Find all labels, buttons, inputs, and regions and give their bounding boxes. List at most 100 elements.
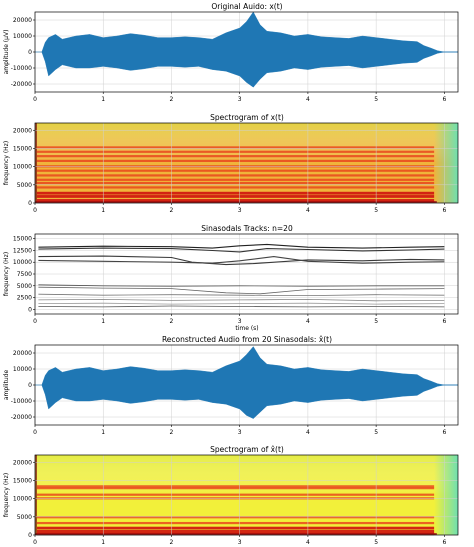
x-tick-label: 5 <box>374 429 378 436</box>
plot-frame <box>34 454 459 536</box>
x-axis-label: time (s) <box>235 325 258 332</box>
low-frequency-band <box>35 201 437 203</box>
chart-title: Reconstructed Audio from 20 Sinasodals: … <box>162 335 332 344</box>
harmonic-band <box>37 155 435 158</box>
waveform-envelope <box>35 346 458 419</box>
ticks: 0 1 2 3 4 5 6 0 5000 10000 15000 20000 <box>13 459 447 546</box>
ticks: 0 1 2 3 4 5 6 0 5000 10000 15000 20000 <box>13 127 447 214</box>
y-tick-label: 5000 <box>17 182 32 189</box>
harmonic-band <box>37 165 435 168</box>
harmonic-band <box>37 186 435 189</box>
x-tick-label: 0 <box>33 96 37 103</box>
x-tick-label: 1 <box>101 207 105 214</box>
x-tick-label: 2 <box>170 429 174 436</box>
waveform-envelope <box>35 11 458 88</box>
y-tick-label: 10000 <box>13 496 32 503</box>
x-tick-label: 5 <box>374 96 378 103</box>
spectrogram-silence-region <box>434 123 458 203</box>
x-tick-label: 4 <box>306 96 310 103</box>
spectrogram-silence-region <box>434 455 458 535</box>
panel-sinusoidal-tracks: Sinasodals Tracks: n=20 0 1 2 3 4 5 6 0 2500 5000… <box>3 224 459 332</box>
x-tick-label: 4 <box>306 318 310 325</box>
spectrogram-shade <box>35 123 458 203</box>
sinusoid-track <box>38 305 445 308</box>
y-tick-label: 20000 <box>13 459 32 466</box>
sinusoid-track <box>38 247 445 253</box>
y-tick-label: 20000 <box>13 350 32 357</box>
sinusoid-track <box>38 255 445 266</box>
chart-title: Original Auido: x(t) <box>211 2 282 11</box>
x-tick-label: 2 <box>170 96 174 103</box>
y-tick-label: 15000 <box>13 477 32 484</box>
panel-spectrogram-reconstructed: Spectrogram of x̂(t) 0 1 2 3 4 5 6 0 5000 10000 15… <box>3 445 459 546</box>
marks <box>35 11 458 88</box>
harmonic-band <box>37 178 435 181</box>
harmonic-band <box>37 181 435 185</box>
sinusoid-track <box>38 256 445 264</box>
harmonic-band <box>37 146 435 149</box>
y-tick-label: 10000 <box>13 259 32 266</box>
harmonic-band <box>37 487 435 490</box>
y-axis-label: amplitude (μV) <box>3 30 10 75</box>
x-tick-label: 0 <box>33 539 37 546</box>
y-tick-label: -20000 <box>11 414 32 421</box>
y-tick-label: -10000 <box>11 65 32 72</box>
ticks: 0 1 2 3 4 5 6 -20000 -10000 0 10000 20000 <box>11 17 447 103</box>
y-tick-label: 0 <box>28 49 32 56</box>
panel-original-audio: Original Auido: x(t) 0 1 2 3 4 5 6 -20000 -10000… <box>3 2 459 103</box>
marks <box>38 243 445 308</box>
harmonic-band <box>37 195 435 198</box>
x-tick-label: 3 <box>238 96 242 103</box>
x-tick-label: 1 <box>101 429 105 436</box>
x-tick-label: 0 <box>33 207 37 214</box>
x-tick-label: 4 <box>306 207 310 214</box>
harmonic-band <box>37 174 435 177</box>
harmonic-band <box>37 521 435 525</box>
y-tick-label: -20000 <box>11 81 32 88</box>
y-tick-label: 0 <box>28 306 32 313</box>
x-tick-label: 1 <box>101 96 105 103</box>
x-tick-label: 3 <box>238 318 242 325</box>
sinusoid-track <box>38 293 445 297</box>
x-tick-label: 3 <box>238 539 242 546</box>
y-tick-label: 2500 <box>17 295 32 302</box>
y-axis-label: amplitude <box>3 370 10 401</box>
x-tick-label: 3 <box>238 429 242 436</box>
y-tick-label: 7500 <box>17 271 32 278</box>
harmonic-band <box>37 497 435 500</box>
plot-frame <box>34 122 459 204</box>
y-tick-label: 5000 <box>17 514 32 521</box>
y-tick-label: 0 <box>28 382 32 389</box>
x-tick-label: 2 <box>170 207 174 214</box>
panel-spectrogram-original: Spectrogram of x(t) 0 1 2 3 4 5 6 0 5000 10000 150… <box>3 113 459 214</box>
y-axis-label: frequency (Hz) <box>3 141 10 185</box>
y-tick-label: -10000 <box>11 398 32 405</box>
y-axis-label: frequency (Hz) <box>3 473 10 517</box>
x-tick-label: 5 <box>374 539 378 546</box>
harmonic-band <box>37 150 435 153</box>
harmonic-band <box>37 485 435 488</box>
harmonic-band <box>37 169 435 172</box>
x-tick-label: 6 <box>442 318 446 325</box>
x-tick-label: 6 <box>442 207 446 214</box>
y-tick-label: 10000 <box>13 164 32 171</box>
ticks: 0 1 2 3 4 5 6 -20000 -10000 0 10000 20000 <box>11 350 447 436</box>
panel-reconstructed-audio: Reconstructed Audio from 20 Sinasodals: … <box>3 335 459 436</box>
x-tick-label: 2 <box>170 318 174 325</box>
harmonic-band <box>37 493 435 496</box>
y-axis-label: frequency (Hz) <box>3 252 10 296</box>
marks <box>35 123 458 203</box>
harmonic-band <box>37 516 435 519</box>
y-tick-label: 15000 <box>13 145 32 152</box>
x-tick-label: 0 <box>33 429 37 436</box>
spectrogram-onset <box>35 123 37 203</box>
sinusoid-track <box>38 302 445 305</box>
sinusoid-track <box>38 298 445 302</box>
y-tick-label: 20000 <box>13 17 32 24</box>
harmonic-band <box>37 191 435 195</box>
x-tick-label: 0 <box>33 318 37 325</box>
low-frequency-band <box>35 533 437 535</box>
y-tick-label: 15000 <box>13 236 32 243</box>
x-tick-label: 3 <box>238 207 242 214</box>
